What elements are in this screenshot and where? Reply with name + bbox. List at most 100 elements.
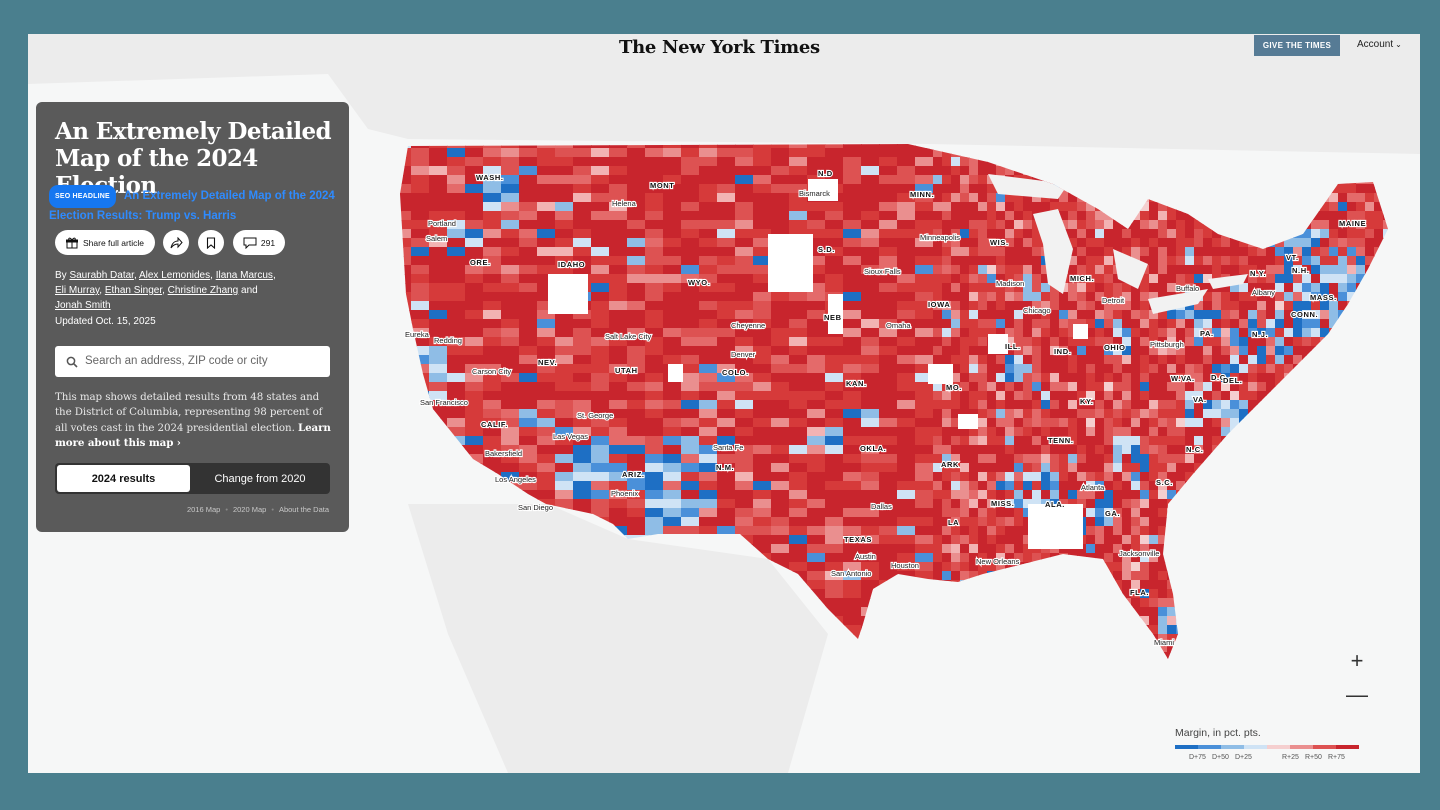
county-cell — [1104, 589, 1114, 599]
county-cell — [1302, 202, 1312, 212]
county-cell — [429, 301, 448, 311]
county-cell — [825, 643, 844, 653]
county-cell — [825, 436, 844, 446]
county-cell — [1320, 589, 1330, 599]
county-cell — [1149, 490, 1159, 500]
county-cell — [555, 328, 574, 338]
county-cell — [1185, 391, 1195, 401]
county-cell — [1266, 481, 1276, 491]
county-cell — [996, 265, 1006, 275]
county-cell — [1095, 436, 1105, 446]
state-label: LA — [948, 518, 959, 527]
county-cell — [807, 490, 826, 500]
county-cell — [1284, 265, 1294, 275]
county-cell — [501, 274, 520, 284]
county-cell — [400, 607, 412, 617]
county-cell — [429, 337, 448, 347]
county-cell — [465, 274, 484, 284]
county-cell — [987, 400, 997, 410]
county-cell — [1014, 382, 1024, 392]
county-cell — [1320, 355, 1330, 365]
county-cell — [897, 481, 916, 491]
county-cell — [861, 472, 880, 482]
county-cell — [1266, 445, 1276, 455]
county-cell — [1104, 616, 1114, 626]
county-cell — [942, 652, 952, 659]
county-cell — [573, 148, 592, 158]
county-cell — [645, 454, 664, 464]
county-cell — [915, 229, 934, 239]
county-cell — [1185, 193, 1195, 203]
county-cell — [411, 247, 430, 257]
county-cell — [1365, 238, 1375, 248]
county-cell — [753, 463, 772, 473]
county-cell — [1212, 472, 1222, 482]
county-cell — [1302, 571, 1312, 581]
county-cell — [1194, 562, 1204, 572]
county-cell — [960, 337, 970, 347]
county-cell — [1338, 346, 1348, 356]
county-cell — [645, 310, 664, 320]
county-cell — [1257, 427, 1267, 437]
county-cell — [1095, 229, 1105, 239]
county-cell — [1095, 148, 1105, 158]
county-cell — [1284, 337, 1294, 347]
county-cell — [1329, 418, 1339, 428]
county-cell — [1068, 382, 1078, 392]
county-cell — [717, 454, 736, 464]
county-cell — [1338, 229, 1348, 239]
county-cell — [1131, 517, 1141, 527]
county-cell — [960, 382, 970, 392]
county-cell — [987, 625, 997, 635]
state-label: N.Y. — [1250, 269, 1266, 278]
county-cell — [1077, 490, 1087, 500]
county-cell — [1311, 427, 1321, 437]
county-cell — [897, 328, 916, 338]
county-cell — [1383, 625, 1388, 635]
county-cell — [1050, 553, 1060, 563]
county-cell — [1203, 571, 1213, 581]
county-cell — [429, 472, 448, 482]
county-cell — [1095, 418, 1105, 428]
county-cell — [645, 292, 664, 302]
county-cell — [843, 625, 862, 635]
county-cell — [1248, 265, 1258, 275]
county-cell — [1113, 301, 1123, 311]
county-cell — [411, 193, 430, 203]
state-label: WIS. — [990, 238, 1009, 247]
county-cell — [1392, 661, 1402, 671]
county-cell — [1248, 580, 1258, 590]
county-cell — [1356, 472, 1366, 482]
county-cell — [1041, 337, 1051, 347]
county-cell — [1077, 373, 1087, 383]
county-cell — [1347, 274, 1357, 284]
county-cell — [1248, 670, 1258, 680]
county-cell — [1194, 229, 1204, 239]
county-cell — [591, 175, 610, 185]
county-cell — [789, 418, 808, 428]
county-cell — [942, 562, 952, 572]
county-cell — [1167, 328, 1177, 338]
county-cell — [1257, 166, 1267, 176]
county-cell — [1122, 571, 1132, 581]
county-cell — [1302, 238, 1312, 248]
county-cell — [1167, 553, 1177, 563]
county-cell — [1014, 598, 1024, 608]
county-cell — [1230, 463, 1240, 473]
county-cell — [681, 202, 700, 212]
no-data-area — [958, 414, 978, 429]
county-cell — [1284, 625, 1294, 635]
county-cell — [1203, 220, 1213, 230]
county-cell — [879, 571, 898, 581]
county-cell — [1176, 670, 1186, 680]
county-cell — [1221, 220, 1231, 230]
county-cell — [573, 463, 592, 473]
county-cell — [861, 373, 880, 383]
county-cell — [681, 256, 700, 266]
election-map[interactable]: WASH.ORE.CALIF.IDAHONEV.MONTWYO.UTAHARIZ… — [28, 34, 1420, 773]
county-cell — [1392, 220, 1402, 230]
county-cell — [1383, 517, 1388, 527]
county-cell — [879, 346, 898, 356]
county-cell — [591, 436, 610, 446]
county-cell — [1131, 472, 1141, 482]
